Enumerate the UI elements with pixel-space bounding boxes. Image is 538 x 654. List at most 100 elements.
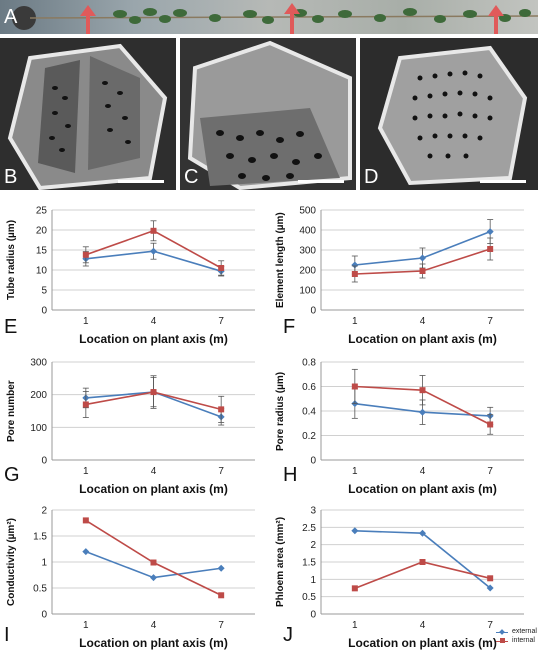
data-point: [419, 559, 426, 565]
y-axis-label: Conductivity (µm²): [6, 518, 17, 606]
panel-label-j: J: [283, 624, 293, 646]
y-tick-label: 200: [299, 266, 316, 277]
data-point: [351, 527, 359, 535]
data-point: [419, 408, 426, 416]
panel-d-micrograph: [360, 38, 538, 190]
y-axis-label: Phloem area (mm²): [275, 516, 286, 607]
y-tick-label: 5: [41, 286, 47, 297]
data-point: [218, 592, 225, 599]
panel-c-micrograph: [180, 38, 356, 190]
x-tick-label: 7: [218, 466, 224, 477]
x-tick-label: 1: [83, 466, 89, 477]
chart-g: 0 100 200 300 1 4 7 Location on plant axis (m) P…: [0, 352, 269, 500]
x-tick-label: 1: [352, 620, 358, 631]
data-point: [419, 254, 426, 262]
x-tick-label: 1: [352, 466, 358, 477]
y-tick-label: 0: [310, 306, 316, 317]
series-line-internal: [354, 561, 491, 590]
chart-svg-g: 0 100 200 300 1 4 7: [30, 358, 255, 477]
y-tick-label: 100: [30, 423, 47, 434]
y-tick-label: 0.4: [302, 407, 316, 418]
x-tick-label: 1: [83, 620, 89, 631]
data-point: [487, 246, 494, 252]
x-tick-label: 1: [352, 316, 358, 327]
y-axis-label: Tube radius (µm): [6, 219, 17, 300]
plant-axis-image: [0, 0, 538, 34]
chart-e: 0 5 10 15 20 25 1 4 7 Location on plant axis (m) T…: [0, 200, 269, 350]
y-tick-label: 2: [41, 506, 47, 517]
x-tick-label: 4: [151, 316, 157, 327]
y-tick-label: 3: [310, 506, 316, 517]
data-point: [351, 585, 358, 592]
y-tick-label: 2: [310, 540, 316, 551]
y-axis-label: Element length (µm): [275, 212, 286, 308]
y-tick-label: 2.5: [302, 523, 316, 534]
y-tick-label: 0: [41, 610, 47, 621]
y-tick-label: 300: [30, 358, 47, 369]
y-tick-label: 25: [36, 206, 48, 217]
data-point: [150, 389, 157, 396]
x-axis-label: Location on plant axis (m): [79, 636, 228, 650]
chart-j: 0 0.5 1 1.5 2 2.5 3 1 4 7 Location on plant axis (…: [269, 500, 538, 654]
y-tick-label: 0: [41, 456, 47, 467]
x-tick-label: 4: [151, 620, 157, 631]
y-tick-label: 100: [299, 286, 316, 297]
series-line-internal: [85, 519, 222, 597]
y-tick-label: 10: [36, 266, 48, 277]
data-point: [486, 228, 494, 236]
panel-label-h: H: [283, 464, 298, 486]
chart-h: 0 0.2 0.4 0.6 0.8 1 4 7 Location on plant axis (…: [269, 352, 538, 500]
x-tick-label: 7: [218, 316, 224, 327]
panel-label-b: B: [4, 166, 18, 188]
panel-b-micrograph: [0, 38, 176, 190]
data-point: [419, 529, 426, 537]
y-tick-label: 0.8: [302, 358, 316, 369]
chart-svg-i: 0 0.5 1 1.5 2 1 4 7: [33, 506, 255, 631]
y-tick-label: 0.5: [33, 584, 47, 595]
data-point: [82, 401, 89, 408]
legend: external internal: [496, 628, 537, 646]
y-tick-label: 400: [299, 226, 316, 237]
y-axis-label: Pore number: [6, 380, 17, 442]
panel-label-d: D: [364, 166, 379, 188]
legend-item-internal: internal: [496, 637, 537, 646]
data-point: [419, 387, 426, 394]
y-tick-label: 0: [310, 456, 316, 467]
x-tick-label: 4: [420, 316, 426, 327]
chart-svg-e: 0 5 10 15 20 25 1 4 7: [36, 206, 255, 327]
chart-svg-j: 0 0.5 1 1.5 2 2.5 3 1 4 7: [302, 506, 524, 631]
y-tick-label: 500: [299, 206, 316, 217]
x-tick-label: 7: [487, 316, 493, 327]
data-point: [419, 268, 426, 274]
x-axis-label: Location on plant axis (m): [79, 332, 228, 346]
x-tick-label: 7: [487, 620, 493, 631]
legend-item-external: external: [496, 628, 537, 637]
y-axis-label: Pore radius (µm): [275, 371, 286, 451]
data-point: [351, 261, 359, 269]
y-tick-label: 200: [30, 390, 47, 401]
y-tick-label: 0: [41, 306, 47, 317]
panel-label-e: E: [4, 316, 18, 338]
x-tick-label: 1: [83, 316, 89, 327]
data-point: [487, 575, 494, 582]
data-point: [82, 251, 89, 258]
data-point: [82, 548, 90, 556]
x-axis-label: Location on plant axis (m): [348, 636, 497, 650]
y-tick-label: 0.5: [302, 592, 316, 603]
y-tick-label: 20: [36, 226, 48, 237]
panel-label-f: F: [283, 316, 296, 338]
y-tick-label: 0.6: [302, 382, 316, 393]
chart-i: 0 0.5 1 1.5 2 1 4 7 Location on plant axis (m) Co…: [0, 500, 269, 654]
x-tick-label: 7: [487, 466, 493, 477]
x-tick-label: 4: [420, 466, 426, 477]
y-tick-label: 1.5: [33, 532, 47, 543]
y-tick-label: 1.5: [302, 558, 316, 569]
data-point: [150, 227, 157, 234]
red-arrow-icon: [80, 3, 504, 34]
data-point: [218, 406, 225, 413]
x-tick-label: 7: [218, 620, 224, 631]
y-tick-label: 1: [310, 575, 316, 586]
data-point: [150, 574, 157, 582]
panel-label-i: I: [4, 624, 10, 646]
data-point: [217, 564, 225, 572]
